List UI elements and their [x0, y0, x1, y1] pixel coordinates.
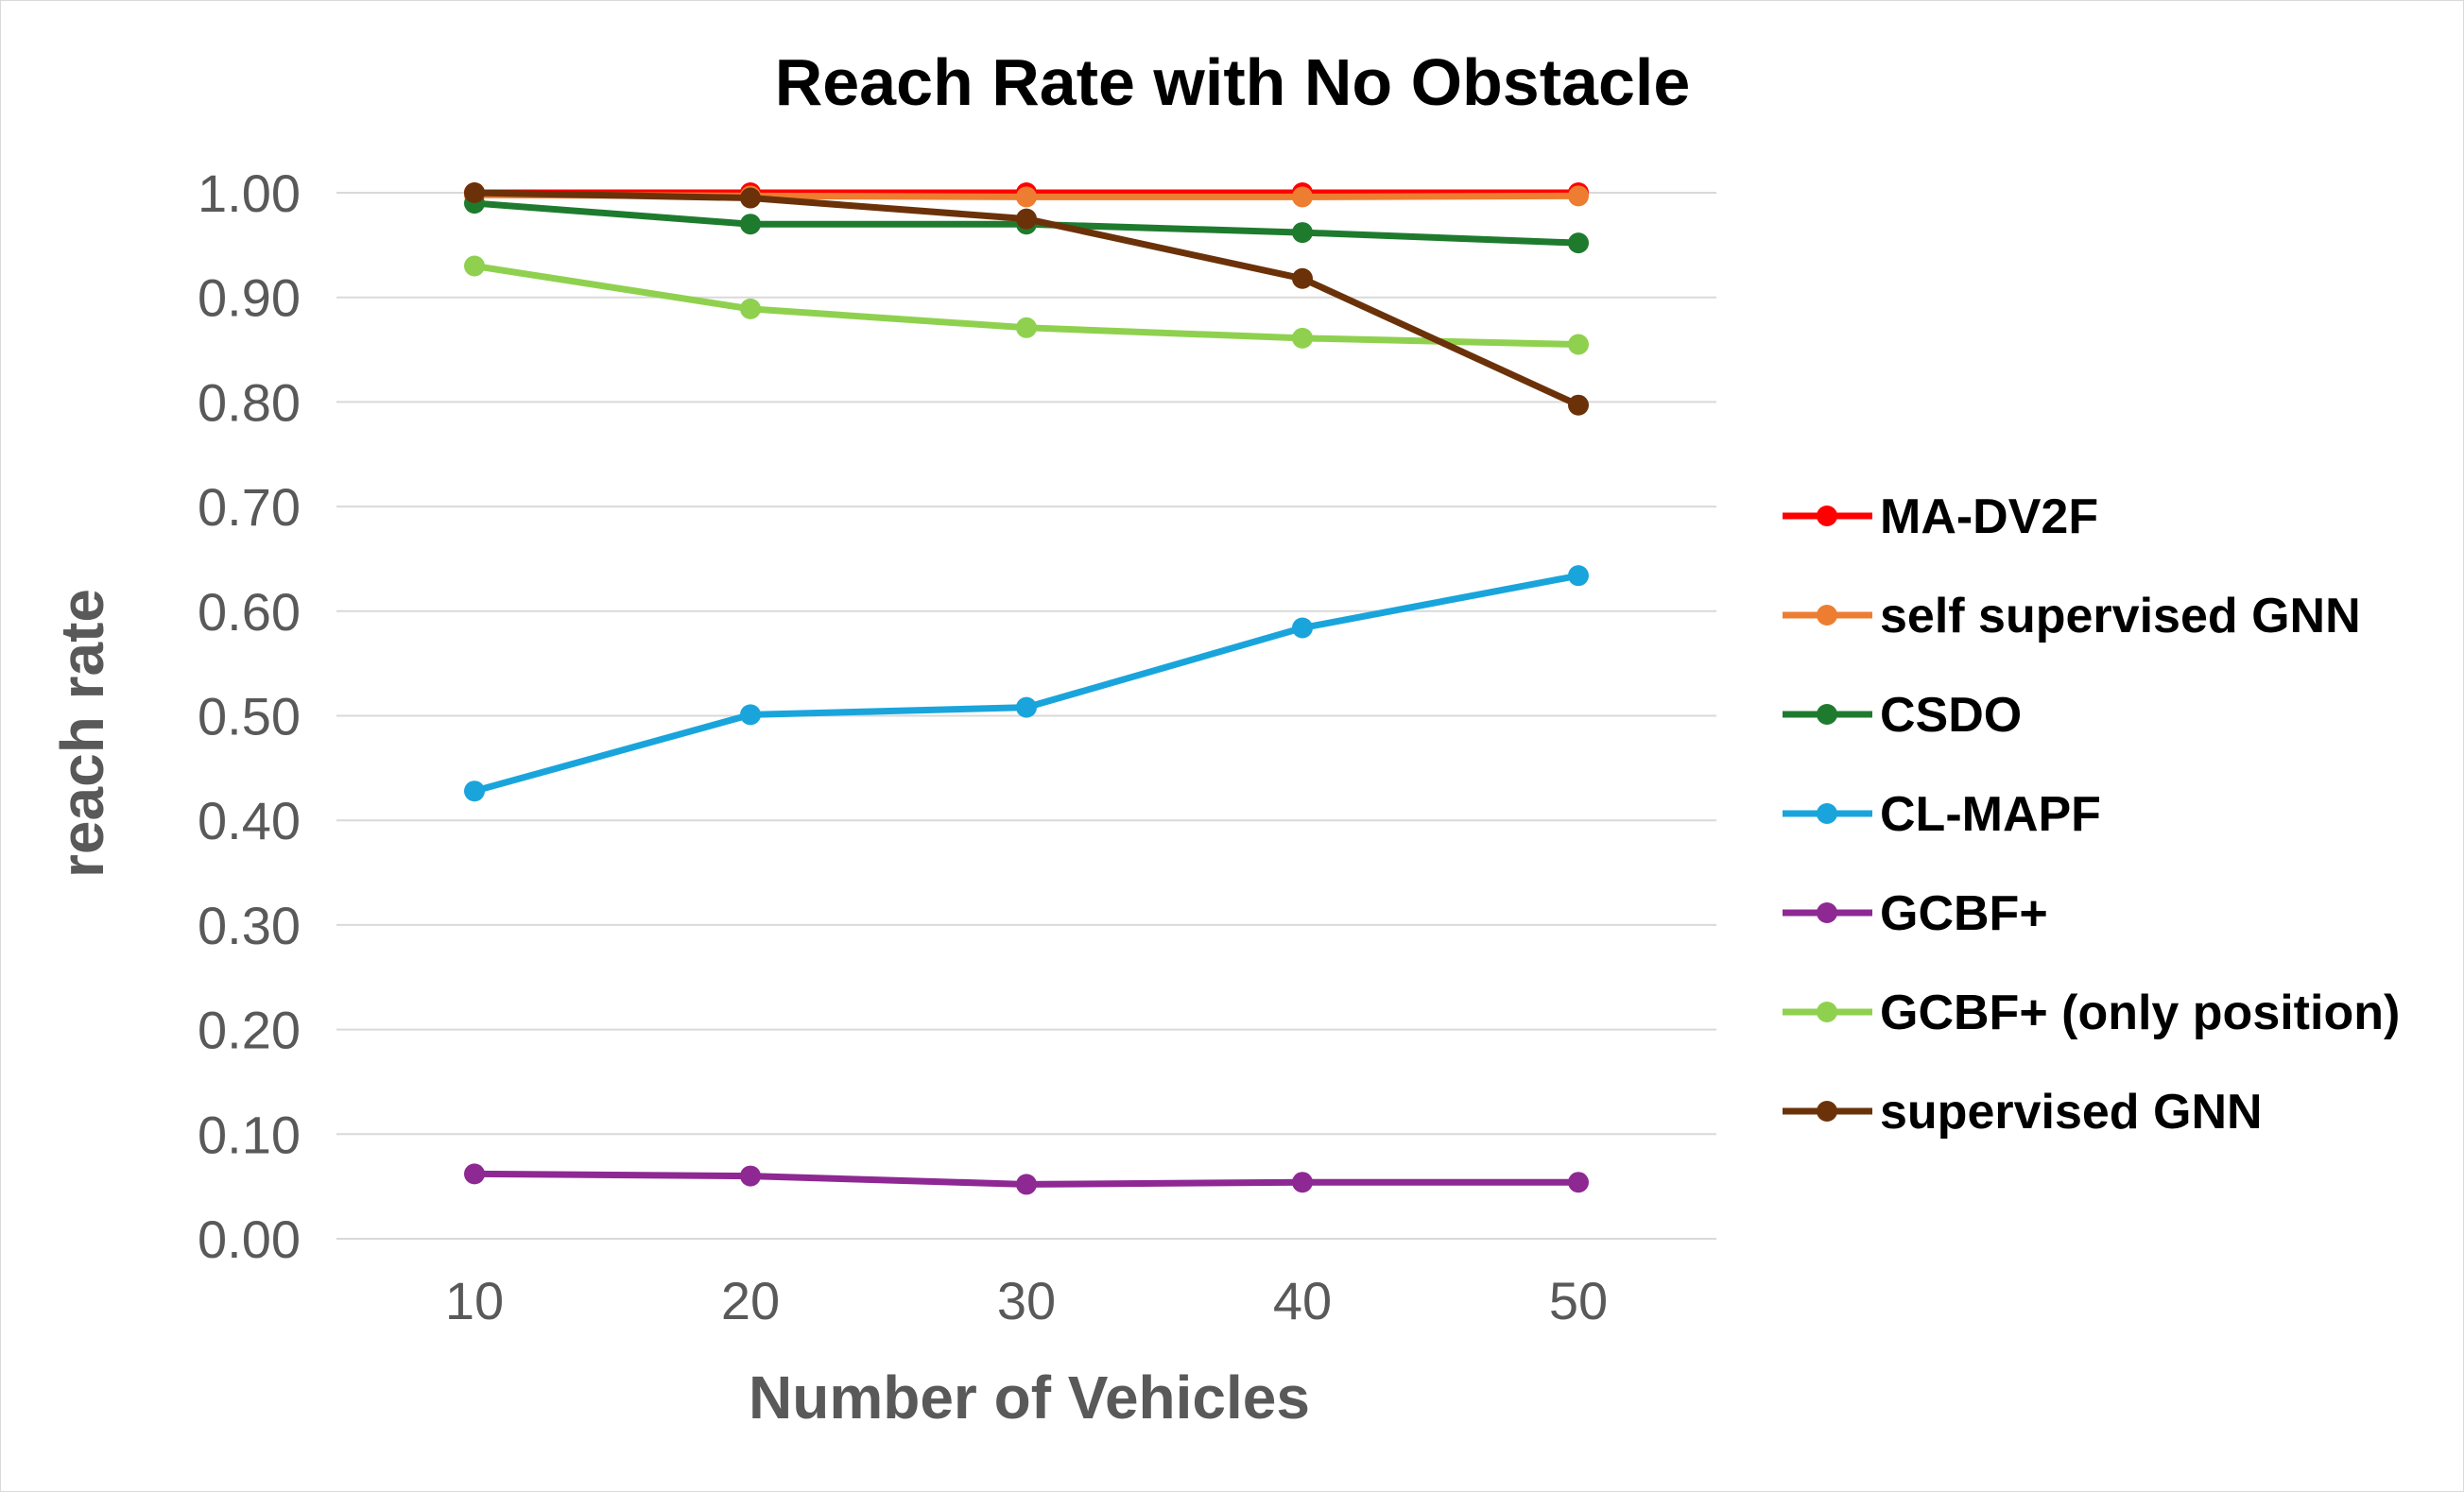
series-3: [464, 565, 1589, 802]
series-6: [464, 182, 1589, 416]
chart-title: Reach Rate with No Obstacle: [775, 45, 1691, 119]
data-point: [1292, 1172, 1313, 1193]
legend-swatch-marker: [1817, 1002, 1837, 1022]
legend-entry: CSDO: [1783, 688, 2022, 743]
data-point: [1016, 186, 1037, 208]
legend-label: MA-DV2F: [1880, 489, 2098, 544]
data-point: [1568, 185, 1589, 207]
y-tick-label: 0.40: [198, 791, 301, 850]
data-point: [464, 780, 485, 802]
data-point: [1568, 565, 1589, 587]
data-point: [1568, 334, 1589, 355]
y-tick-label: 0.10: [198, 1105, 301, 1164]
data-point: [740, 298, 761, 319]
y-tick-label: 0.30: [198, 896, 301, 955]
y-tick-label: 0.20: [198, 1001, 301, 1060]
y-tick-label: 0.60: [198, 582, 301, 642]
legend-swatch-marker: [1817, 605, 1837, 626]
x-tick-label: 30: [997, 1271, 1056, 1330]
data-point: [1292, 186, 1313, 208]
legend-entry: CL-MAPF: [1783, 787, 2101, 842]
y-tick-label: 0.50: [198, 687, 301, 746]
legend-entry: GCBF+: [1783, 886, 2048, 941]
legend-label: GCBF+: [1880, 886, 2048, 941]
data-point: [1016, 208, 1037, 230]
data-point: [1016, 1174, 1037, 1195]
legend-entry: MA-DV2F: [1783, 489, 2098, 544]
data-point: [464, 1163, 485, 1185]
data-point: [1292, 267, 1313, 289]
data-point: [464, 255, 485, 277]
data-point: [1016, 696, 1037, 718]
data-point: [1292, 222, 1313, 244]
x-tick-label: 40: [1273, 1271, 1332, 1330]
series-5: [464, 255, 1589, 355]
y-tick-label: 0.90: [198, 268, 301, 328]
data-point: [740, 1165, 761, 1187]
legend-entry: supervised GNN: [1783, 1085, 2263, 1140]
data-point: [464, 182, 485, 203]
legend-label: CSDO: [1880, 688, 2022, 743]
x-tick-label: 50: [1549, 1271, 1608, 1330]
legend-swatch-marker: [1817, 704, 1837, 725]
y-tick-label: 1.00: [198, 163, 301, 223]
series-4: [464, 1163, 1589, 1195]
x-axis-ticks: 10 20 30 40 50: [445, 1271, 1608, 1330]
data-point: [1568, 232, 1589, 254]
legend-label: GCBF+ (only position): [1880, 986, 2400, 1040]
y-tick-label: 0.70: [198, 477, 301, 537]
data-point: [740, 187, 761, 209]
data-point: [1292, 617, 1313, 639]
y-axis-ticks: 0.00 0.10 0.20 0.30 0.40 0.50 0.60 0.70 0.80 0.90…: [198, 163, 301, 1269]
plot-area: [464, 182, 1589, 1195]
series-line: [471, 572, 1582, 795]
legend: MA-DV2F self supervised GNN CSDO CL-MAPF GCB…: [1783, 489, 2400, 1140]
y-tick-label: 0.80: [198, 372, 301, 432]
data-point: [1568, 1172, 1589, 1193]
legend-swatch-marker: [1817, 1101, 1837, 1122]
legend-label: supervised GNN: [1880, 1085, 2263, 1140]
data-point: [1568, 394, 1589, 416]
data-point: [740, 214, 761, 235]
legend-entry: GCBF+ (only position): [1783, 986, 2400, 1040]
legend-swatch-marker: [1817, 803, 1837, 824]
y-tick-label: 0.00: [198, 1209, 301, 1269]
y-axis-title: reach rate: [48, 589, 116, 878]
data-point: [740, 704, 761, 726]
legend-entry: self supervised GNN: [1783, 589, 2361, 643]
legend-label: CL-MAPF: [1880, 787, 2101, 842]
legend-swatch-marker: [1817, 902, 1837, 923]
x-tick-label: 10: [445, 1271, 504, 1330]
data-point: [1292, 327, 1313, 349]
x-tick-label: 20: [721, 1271, 780, 1330]
x-axis-title: Number of Vehicles: [749, 1363, 1310, 1432]
legend-label: self supervised GNN: [1880, 589, 2361, 643]
data-point: [1016, 317, 1037, 338]
legend-swatch-marker: [1817, 506, 1837, 526]
